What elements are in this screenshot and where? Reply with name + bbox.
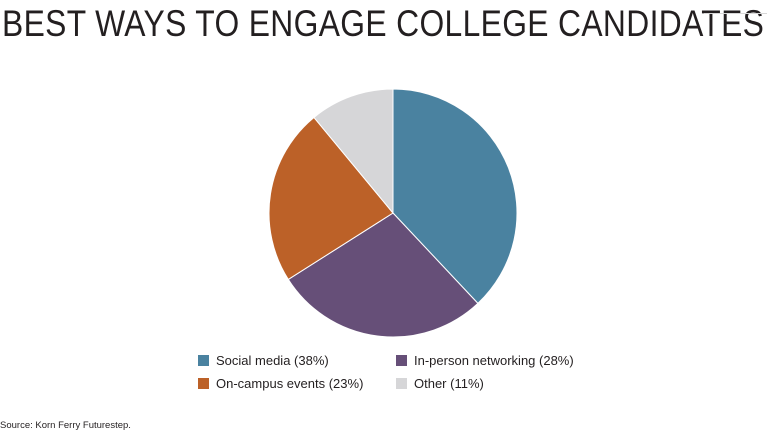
legend-item-on-campus-events: On-campus events (23%) [198, 376, 363, 391]
legend-item-social-media: Social media (38%) [198, 353, 329, 368]
pie-svg [268, 88, 518, 338]
title-divider [704, 13, 767, 14]
pie-slice-in-person-networking [287, 212, 479, 338]
source-note: Source: Korn Ferry Futurestep. [0, 420, 131, 431]
pie-slice-other [313, 88, 394, 215]
legend-swatch-in-person-networking [396, 355, 407, 366]
pie-chart [262, 82, 524, 344]
legend-label-on-campus-events: On-campus events (23%) [216, 376, 364, 391]
pie-slice-on-campus-events [268, 116, 394, 281]
legend-swatch-on-campus-events [198, 378, 209, 389]
pie-slice-social-media [392, 88, 518, 305]
legend-item-other: Other (11%) [396, 376, 484, 391]
legend-swatch-other [396, 378, 407, 389]
legend-item-in-person-networking: In-person networking (28%) [396, 353, 574, 368]
legend-swatch-social-media [198, 355, 209, 366]
legend-label-other: Other (11%) [414, 376, 484, 391]
chart-title: BEST WAYS TO ENGAGE COLLEGE CANDIDATES [2, 3, 765, 44]
legend-label-in-person-networking: In-person networking (28%) [414, 353, 574, 368]
legend-label-social-media: Social media (38%) [216, 353, 329, 368]
legend: Social media (38%) In-person networking … [198, 353, 618, 399]
